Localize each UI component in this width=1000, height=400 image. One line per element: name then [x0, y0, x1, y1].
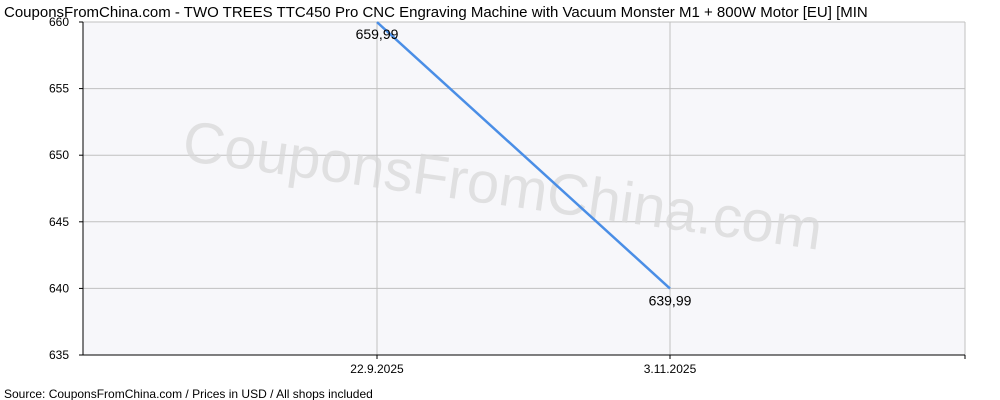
plot-background	[83, 22, 965, 355]
chart-title: CouponsFromChina.com - TWO TREES TTC450 …	[4, 4, 868, 21]
y-tick-label-5: 660	[49, 15, 69, 29]
price-series	[376, 21, 671, 290]
data-labels: 659,99 639,99	[356, 26, 692, 308]
price-line	[376, 21, 671, 290]
y-tick-label-0: 635	[49, 348, 69, 362]
y-tick-label-1: 640	[49, 281, 69, 295]
x-axis-ticks: 22.9.2025 3.11.2025	[350, 355, 966, 376]
grid-lines	[83, 21, 966, 356]
data-label-0: 659,99	[356, 26, 399, 42]
axes	[82, 22, 965, 356]
y-axis-ticks: 635 640 645 650 655 660	[49, 15, 83, 362]
y-tick-label-2: 645	[49, 215, 69, 229]
y-tick-label-3: 650	[49, 148, 69, 162]
chart-footer: Source: CouponsFromChina.com / Prices in…	[4, 387, 373, 400]
data-label-1: 639,99	[649, 293, 692, 309]
x-tick-label-0: 22.9.2025	[350, 362, 404, 376]
y-tick-label-4: 655	[49, 82, 69, 96]
x-tick-label-1: 3.11.2025	[644, 362, 697, 376]
